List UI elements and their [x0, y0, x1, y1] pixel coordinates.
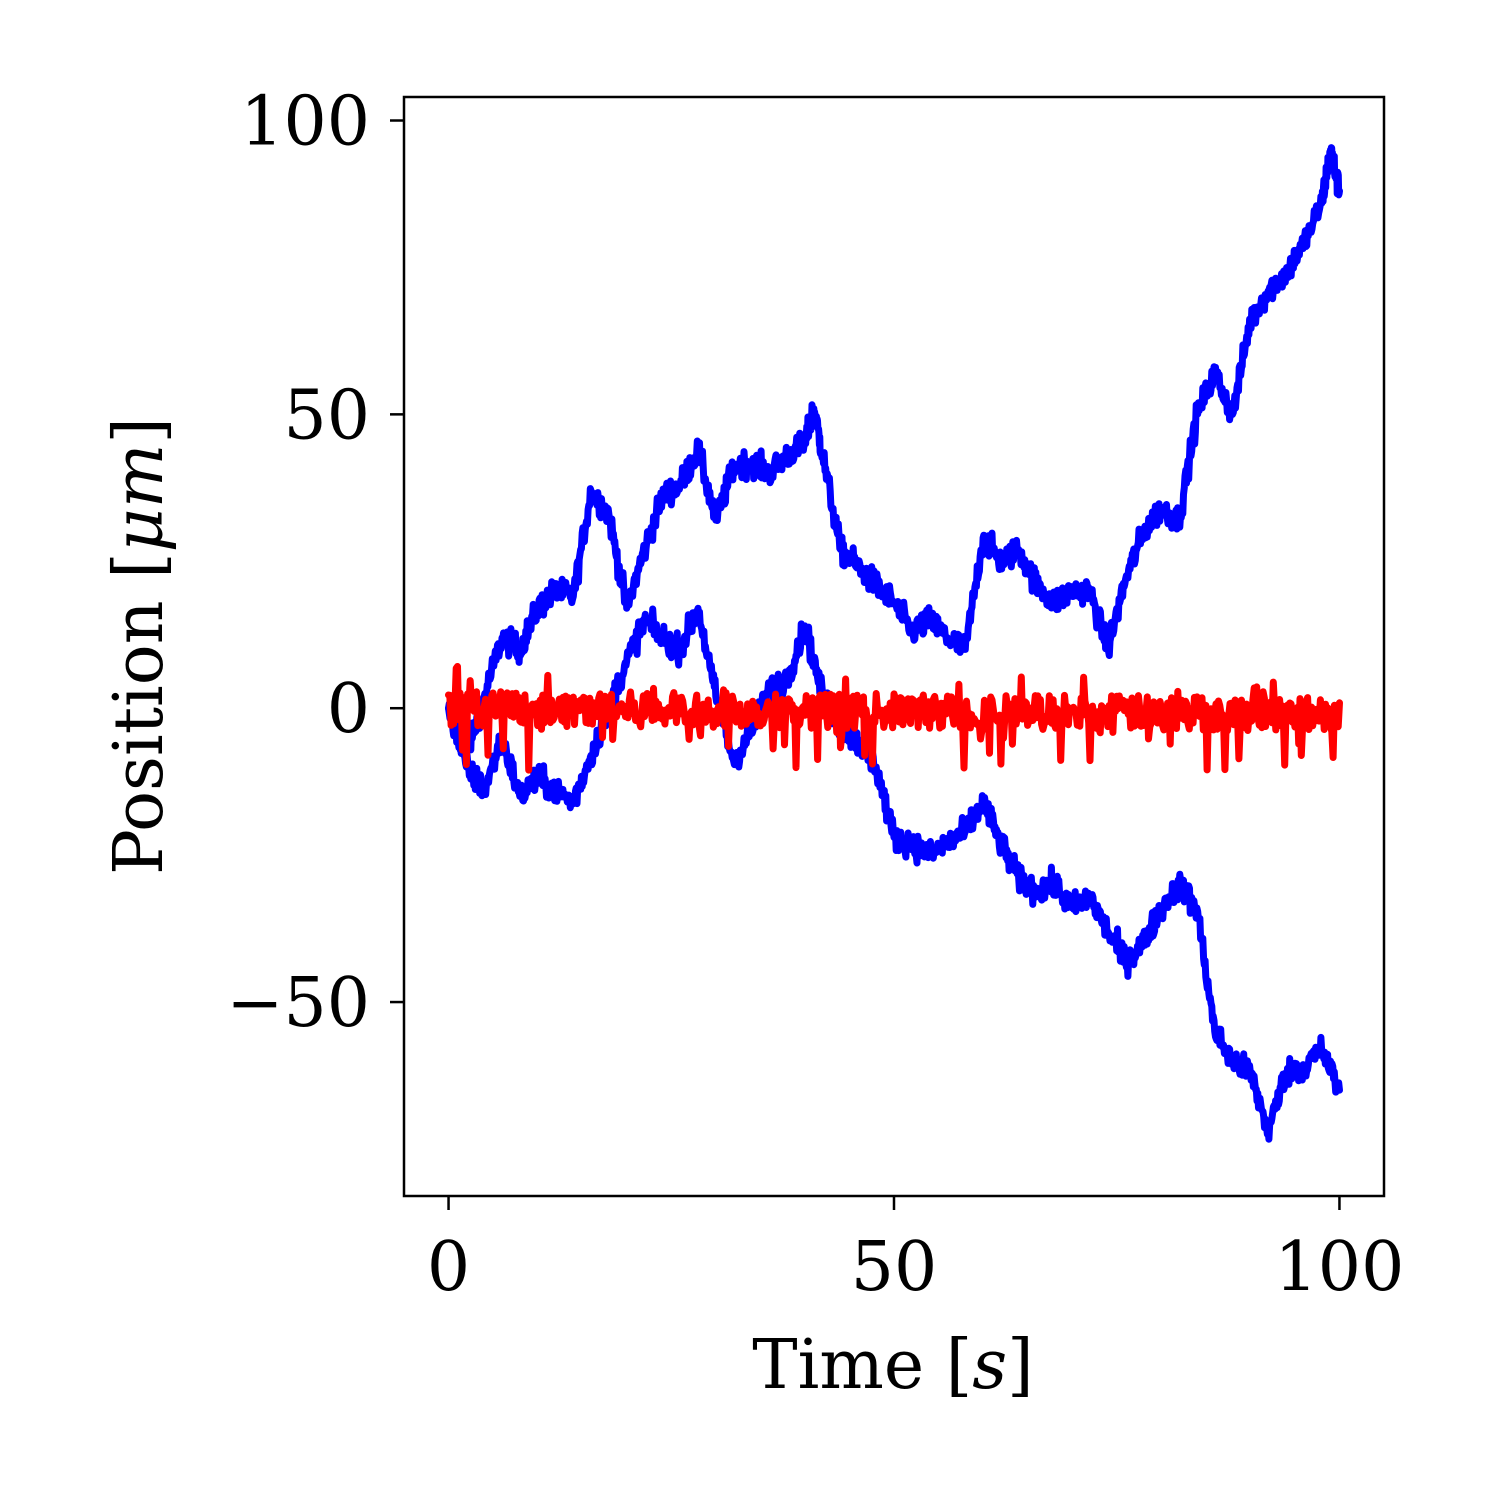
y-tick-label: 100 [240, 83, 370, 162]
y-tick-label: 0 [327, 670, 370, 749]
x-tick-label: 100 [1275, 1228, 1405, 1307]
series-line-3 [445, 663, 1343, 774]
y-axis: −50 0 50 100 [226, 83, 404, 1043]
y-tick-label: 50 [283, 376, 370, 455]
y-tick-label: −50 [226, 964, 370, 1043]
x-axis-label: Time [s] [752, 1326, 1033, 1405]
series-line-1 [445, 144, 1343, 759]
series-line-2 [445, 604, 1343, 1143]
plot-area [445, 144, 1343, 1143]
x-tick-label: 0 [427, 1228, 470, 1307]
x-axis: 0 50 100 [427, 1196, 1404, 1307]
y-axis-label: Position [μm] [100, 417, 179, 875]
x-tick-label: 50 [851, 1228, 938, 1307]
